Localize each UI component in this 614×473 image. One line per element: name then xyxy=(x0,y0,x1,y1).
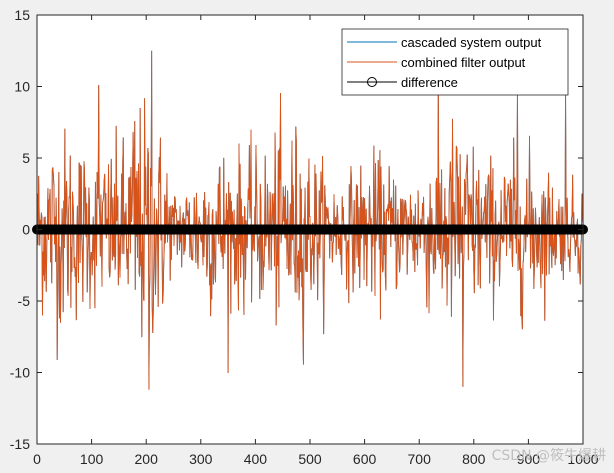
y-tick-label: 0 xyxy=(22,222,30,238)
legend-label-difference: difference xyxy=(401,75,458,90)
legend[interactable]: cascaded system output combined filter o… xyxy=(341,28,569,96)
legend-label-cascaded: cascaded system output xyxy=(401,35,542,50)
x-tick-label: 600 xyxy=(353,451,377,467)
legend-label-combined: combined filter output xyxy=(401,55,526,70)
x-tick-label: 400 xyxy=(244,451,268,467)
x-axis-ticks xyxy=(36,15,584,444)
series-combined-filter-output xyxy=(36,50,584,390)
y-tick-label: -10 xyxy=(10,365,30,381)
y-axis-tick-labels: -15 -10 -5 0 5 10 15 xyxy=(10,7,30,452)
y-tick-label: 15 xyxy=(14,7,30,23)
x-tick-label: 1000 xyxy=(567,451,598,467)
x-tick-label: 700 xyxy=(408,451,432,467)
watermark: CSDN @筱牛爆耕 xyxy=(492,447,606,464)
x-tick-label: 200 xyxy=(135,451,159,467)
legend-marker-difference xyxy=(367,77,377,87)
y-tick-label: 10 xyxy=(14,79,30,95)
y-axis-ticks xyxy=(37,14,583,445)
x-tick-label: 900 xyxy=(517,451,541,467)
y-tick-label: -15 xyxy=(10,436,30,452)
y-tick-label: 5 xyxy=(22,150,30,166)
x-axis-tick-labels: 0 100 200 300 400 500 600 700 800 900 1000 xyxy=(33,451,599,467)
difference-markers xyxy=(32,224,588,235)
y-tick-label: -5 xyxy=(18,293,31,309)
x-tick-label: 300 xyxy=(189,451,213,467)
x-tick-label: 100 xyxy=(80,451,104,467)
x-tick-label: 500 xyxy=(298,451,322,467)
x-tick-label: 0 xyxy=(33,451,41,467)
x-tick-label: 800 xyxy=(462,451,486,467)
series-layer xyxy=(32,50,588,390)
